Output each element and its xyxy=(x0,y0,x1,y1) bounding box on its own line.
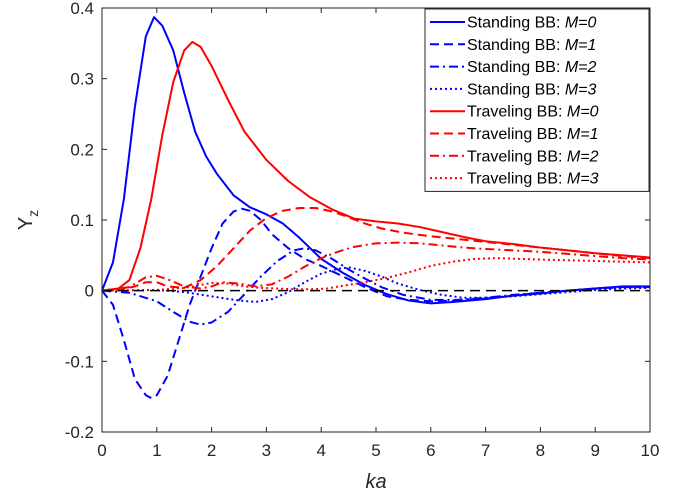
legend-label: Standing BB: M=1 xyxy=(467,37,596,54)
y-tick-label: 0.3 xyxy=(70,70,94,89)
legend-label-suffix: M=2 xyxy=(567,148,599,165)
legend-label-prefix: Standing BB: xyxy=(467,15,565,32)
series-line-5 xyxy=(101,206,651,292)
legend-label: Standing BB: M=3 xyxy=(467,81,597,98)
legend-label-suffix: M=2 xyxy=(565,59,597,76)
series-line-3 xyxy=(101,266,651,303)
legend-item: Standing BB: M=0 xyxy=(430,15,597,32)
x-tick-label: 1 xyxy=(152,441,161,460)
x-tick-label: 0 xyxy=(97,441,106,460)
x-tick-label: 5 xyxy=(371,441,380,460)
x-tick-label: 9 xyxy=(590,441,599,460)
x-axis-label: ka xyxy=(365,471,386,493)
legend-label-prefix: Standing BB: xyxy=(467,81,565,98)
legend-label-suffix: M=1 xyxy=(567,126,599,143)
y-tick-label: -0.2 xyxy=(65,423,94,442)
legend-label-prefix: Traveling BB: xyxy=(467,126,567,143)
x-tick-label: 6 xyxy=(426,441,435,460)
y-tick-label: 0.1 xyxy=(70,211,94,230)
legend-label: Traveling BB: M=1 xyxy=(467,126,598,143)
x-tick-label: 3 xyxy=(262,441,271,460)
legend-label-suffix: M=0 xyxy=(565,15,597,32)
legend-item: Standing BB: M=3 xyxy=(430,81,597,98)
legend-label-prefix: Standing BB: xyxy=(467,37,565,54)
x-tick-label: 7 xyxy=(481,441,490,460)
series-line-6 xyxy=(101,241,651,292)
y-axis-label: Yz xyxy=(15,210,41,230)
legend-label-suffix: M=3 xyxy=(565,81,597,98)
legend-label: Standing BB: M=2 xyxy=(467,59,597,76)
y-axis-label-main: Y xyxy=(15,217,37,230)
y-tick-label: 0 xyxy=(85,282,94,301)
legend-item: Traveling BB: M=2 xyxy=(430,148,599,165)
legend-label-prefix: Traveling BB: xyxy=(467,104,567,121)
legend-label-suffix: M=3 xyxy=(567,171,599,188)
x-tick-label: 4 xyxy=(316,441,325,460)
legend-label-suffix: M=0 xyxy=(567,104,599,121)
x-tick-label: 10 xyxy=(641,441,660,460)
series-layer xyxy=(101,16,651,400)
legend-item: Traveling BB: M=0 xyxy=(430,104,599,121)
series-line-7 xyxy=(101,257,651,292)
legend-label-prefix: Traveling BB: xyxy=(467,171,567,188)
legend-label: Standing BB: M=0 xyxy=(467,15,597,32)
x-tick-label: 2 xyxy=(207,441,216,460)
y-tick-label: -0.1 xyxy=(65,352,94,371)
legend-item: Traveling BB: M=3 xyxy=(430,171,599,188)
y-tick-label: 0.2 xyxy=(70,140,94,159)
legend-label-prefix: Standing BB: xyxy=(467,59,565,76)
legend-label: Traveling BB: M=0 xyxy=(467,104,599,121)
series-line-2 xyxy=(101,247,650,326)
x-tick-label: 8 xyxy=(536,441,545,460)
legend-item: Standing BB: M=1 xyxy=(430,37,596,54)
legend-label: Traveling BB: M=2 xyxy=(467,148,599,165)
legend-label: Traveling BB: M=3 xyxy=(467,171,599,188)
legend-box xyxy=(424,8,650,192)
y-axis-label-subscript: z xyxy=(25,210,41,217)
series-line-1 xyxy=(101,207,651,400)
legend-item: Traveling BB: M=1 xyxy=(430,126,598,143)
legend-label-suffix: M=1 xyxy=(565,37,597,54)
legend-item: Standing BB: M=2 xyxy=(430,59,597,76)
legend-label-prefix: Traveling BB: xyxy=(467,148,567,165)
y-tick-label: 0.4 xyxy=(70,0,94,18)
